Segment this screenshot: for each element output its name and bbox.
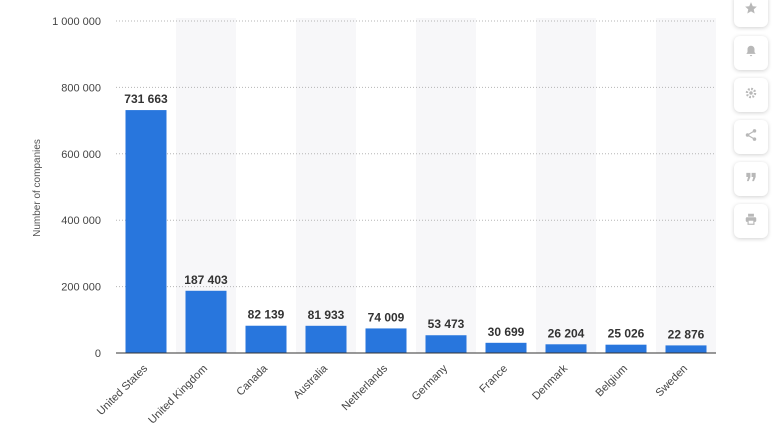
bar [545, 344, 587, 353]
bar [485, 342, 527, 353]
y-axis-ticks: 0 200 000 400 000 600 000 800 000 1 000 000 [52, 16, 101, 360]
data-label: 74 009 [368, 310, 405, 324]
y-tick-label: 400 000 [61, 215, 101, 227]
bar-chart: 0 200 000 400 000 600 000 800 000 1 000 000 N… [32, 16, 716, 426]
x-tick-label: France [477, 363, 510, 396]
bar [125, 110, 167, 353]
y-tick-label: 600 000 [61, 149, 101, 161]
data-label: 81 933 [308, 308, 345, 322]
notification-button[interactable] [734, 36, 768, 70]
data-labels: 731 663 187 403 82 139 81 933 74 009 53 473 30… [124, 92, 704, 341]
favorite-button[interactable] [734, 0, 768, 27]
bar [605, 344, 647, 353]
data-label: 26 204 [548, 326, 585, 340]
y-axis-label: Number of companies [32, 139, 43, 237]
share-icon [744, 128, 758, 147]
gridlines [116, 20, 716, 288]
y-tick-label: 0 [95, 348, 101, 360]
x-tick-label: Australia [291, 362, 330, 401]
bar [245, 325, 287, 353]
data-label: 22 876 [668, 327, 705, 341]
share-button[interactable] [734, 120, 768, 154]
gear-icon [744, 86, 758, 105]
data-label: 30 699 [488, 325, 525, 339]
y-tick-label: 200 000 [61, 282, 101, 294]
x-tick-label: Canada [234, 362, 270, 398]
cite-button[interactable] [734, 162, 768, 196]
data-label: 25 026 [608, 327, 645, 341]
data-label: 731 663 [124, 92, 168, 106]
settings-button[interactable] [734, 78, 768, 112]
x-tick-label: Germany [410, 362, 451, 403]
data-label: 82 139 [248, 308, 285, 322]
x-tick-label: Belgium [594, 363, 631, 400]
y-tick-label: 800 000 [61, 82, 101, 94]
y-tick-label: 1 000 000 [52, 16, 101, 28]
alternating-bands [176, 18, 716, 353]
background-band [536, 18, 596, 353]
background-band [296, 18, 356, 353]
x-tick-label: Netherlands [340, 362, 391, 413]
x-tick-label: Denmark [530, 362, 570, 402]
x-tick-label: United States [95, 362, 151, 418]
data-label: 53 473 [428, 317, 465, 331]
background-band [656, 18, 716, 353]
data-label: 187 403 [184, 273, 228, 287]
quote-icon [744, 170, 758, 189]
bar [305, 325, 347, 353]
bar [365, 328, 407, 353]
bar [425, 335, 467, 353]
x-tick-label: United Kingdom [146, 363, 210, 427]
background-band [416, 18, 476, 353]
star-icon [744, 1, 758, 20]
bars [125, 110, 707, 353]
bar [665, 345, 707, 353]
bell-icon [744, 44, 758, 63]
x-tick-label: Sweden [654, 363, 691, 400]
print-button[interactable] [734, 204, 768, 238]
bar [185, 290, 227, 353]
print-icon [744, 212, 758, 231]
